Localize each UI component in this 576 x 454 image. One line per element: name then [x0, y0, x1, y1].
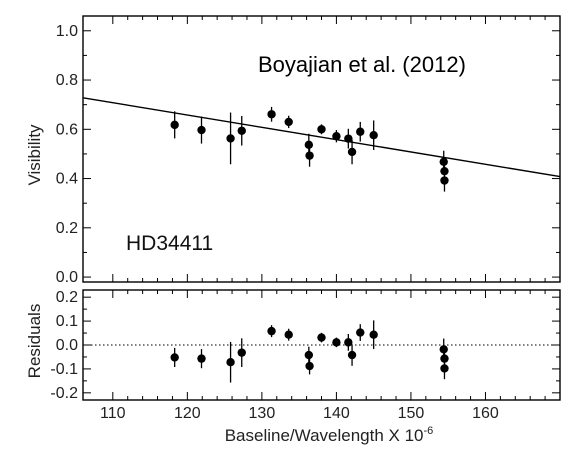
x-tick-label: 160	[472, 405, 499, 422]
x-axis-label-exponent: -6	[424, 425, 434, 437]
top-data-point	[369, 131, 378, 140]
top-data-point	[440, 176, 449, 185]
top-y-tick-label: 0.8	[56, 72, 78, 89]
top-data-point	[197, 125, 206, 135]
top-data-point	[356, 127, 365, 136]
x-tick-label: 140	[323, 405, 350, 422]
bottom-data-point	[317, 333, 326, 342]
citation-annotation: Boyajian et al. (2012)	[258, 52, 466, 77]
bottom-data-point	[347, 350, 357, 360]
bottom-data-point	[267, 326, 276, 336]
top-data-point	[226, 134, 235, 143]
bottom-data-point	[305, 361, 314, 371]
top-data-point	[317, 125, 326, 134]
visibility-panel: 0.0 0.2 0.4 0.6 0.8 1.0	[56, 15, 561, 286]
top-data-point	[237, 126, 246, 135]
bottom-data-point	[369, 330, 378, 339]
x-tick-label: 150	[398, 405, 425, 422]
bottom-data-point	[237, 348, 246, 357]
top-data-point	[439, 157, 448, 167]
residuals-panel: -0.2 -0.1 0.0 0.1 0.2 110 120 130 140 150 160	[50, 289, 561, 422]
x-tick-label: 110	[100, 405, 126, 422]
bottom-data-point	[332, 338, 341, 347]
bottom-y-tick-label: 0.0	[56, 337, 78, 354]
bottom-y-tick-label: 0.1	[56, 313, 78, 330]
bottom-data-point	[344, 338, 353, 347]
top-data-point	[267, 110, 276, 119]
top-y-tick-label: 0.0	[56, 269, 78, 286]
x-axis-label-main: Baseline/Wavelength X 10	[225, 426, 424, 445]
bottom-data-point	[439, 345, 448, 354]
bottom-data-point	[304, 350, 314, 360]
top-data-point	[304, 140, 314, 150]
top-y-tick-label: 0.4	[56, 171, 78, 188]
bottom-y-axis-label: Residuals	[25, 304, 44, 379]
star-name-annotation: HD34411	[126, 232, 213, 255]
bottom-data-point	[284, 330, 293, 339]
bottom-y-tick-label: -0.1	[50, 361, 78, 378]
bottom-data-point	[356, 328, 365, 337]
top-y-tick-label: 0.6	[56, 121, 78, 138]
bottom-y-tick-label: 0.2	[56, 289, 78, 306]
top-y-axis-label: Visibility	[25, 124, 44, 186]
x-tick-label: 120	[174, 405, 201, 422]
bottom-data-point	[226, 358, 235, 367]
top-data-point	[332, 131, 341, 141]
top-data-point	[344, 134, 353, 143]
top-data-point	[305, 151, 314, 160]
bottom-y-tick-label: -0.2	[50, 385, 78, 402]
top-y-tick-label: 0.2	[56, 220, 78, 237]
top-data-point	[284, 117, 293, 127]
bottom-data-point	[440, 364, 449, 373]
top-data-point	[170, 120, 179, 130]
top-y-tick-label: 1.0	[56, 23, 78, 40]
bottom-data-point	[170, 353, 179, 362]
top-model-line	[82, 97, 561, 178]
x-axis-label: Baseline/Wavelength X 10-6	[225, 425, 434, 445]
bottom-data-point	[197, 354, 206, 363]
x-tick-label: 130	[249, 405, 276, 422]
top-data-point	[347, 147, 357, 157]
